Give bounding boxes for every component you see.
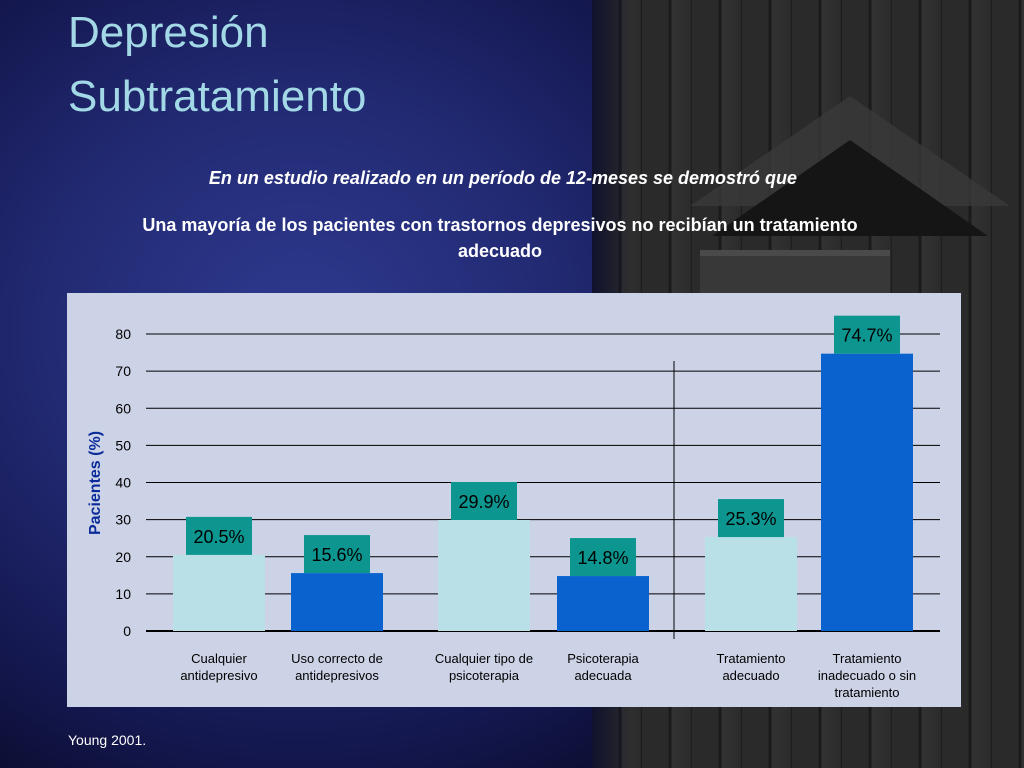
category-label-5: Tratamiento [717,651,786,666]
slide-title-line2: Subtratamiento [68,72,367,121]
bar-1 [173,554,265,631]
y-tick-label: 30 [115,512,131,528]
chart-panel: 0 10 20 30 40 50 60 70 80 Pacientes (%) 20.5% Cualq… [67,293,961,707]
category-label-6: Tratamiento [833,651,902,666]
slide-title-line1: Depresión [68,8,269,57]
y-axis-label: Pacientes (%) [87,431,104,535]
data-label-box-1 [186,516,252,555]
data-label-2: 15.6% [311,545,362,565]
data-label-box-2 [304,535,370,574]
bar-4 [557,576,649,631]
bar-5 [705,537,797,631]
y-tick-label: 60 [115,400,131,416]
category-label-2: Uso correcto de [291,651,383,666]
y-tick-label: 70 [115,363,131,379]
bar-chart: 0 10 20 30 40 50 60 70 80 Pacientes (%) 20.5% Cualq… [87,315,940,700]
bar-2 [291,573,383,631]
data-label-box-5 [718,499,784,538]
study-intro-text: En un estudio realizado en un período de… [208,168,798,188]
y-tick-label: 20 [115,549,131,565]
category-label-6: tratamiento [834,685,899,700]
source-citation: Young 2001. [68,732,147,748]
data-label-5: 25.3% [725,509,776,529]
y-tick-label: 0 [123,623,131,639]
bar-3 [438,519,530,631]
data-label-1: 20.5% [193,527,244,547]
data-label-box-4 [570,538,636,577]
data-label-box-6 [834,315,900,354]
category-label-4: adecuada [574,668,632,683]
category-label-2: antidepresivos [295,668,379,683]
category-label-1: antidepresivo [180,668,257,683]
category-label-5: adecuado [722,668,779,683]
house-roof-shadow [712,140,988,236]
category-label-3: psicoterapia [449,668,520,683]
y-tick-label: 40 [115,475,131,491]
data-label-box-3 [451,481,517,520]
category-label-6: inadecuado o sin [818,668,916,683]
y-tick-label: 80 [115,326,131,342]
study-finding-text: Una mayoría de los pacientes con trastor… [142,215,858,261]
category-label-4: Psicoterapia [567,651,639,666]
data-label-4: 14.8% [577,548,628,568]
data-label-3: 29.9% [458,492,509,512]
data-label-6: 74.7% [841,326,892,346]
category-label-1: Cualquier [191,651,247,666]
y-tick-label: 10 [115,586,131,602]
category-label-3: Cualquier tipo de [435,651,533,666]
bar-6 [821,353,913,631]
y-tick-label: 50 [115,437,131,453]
